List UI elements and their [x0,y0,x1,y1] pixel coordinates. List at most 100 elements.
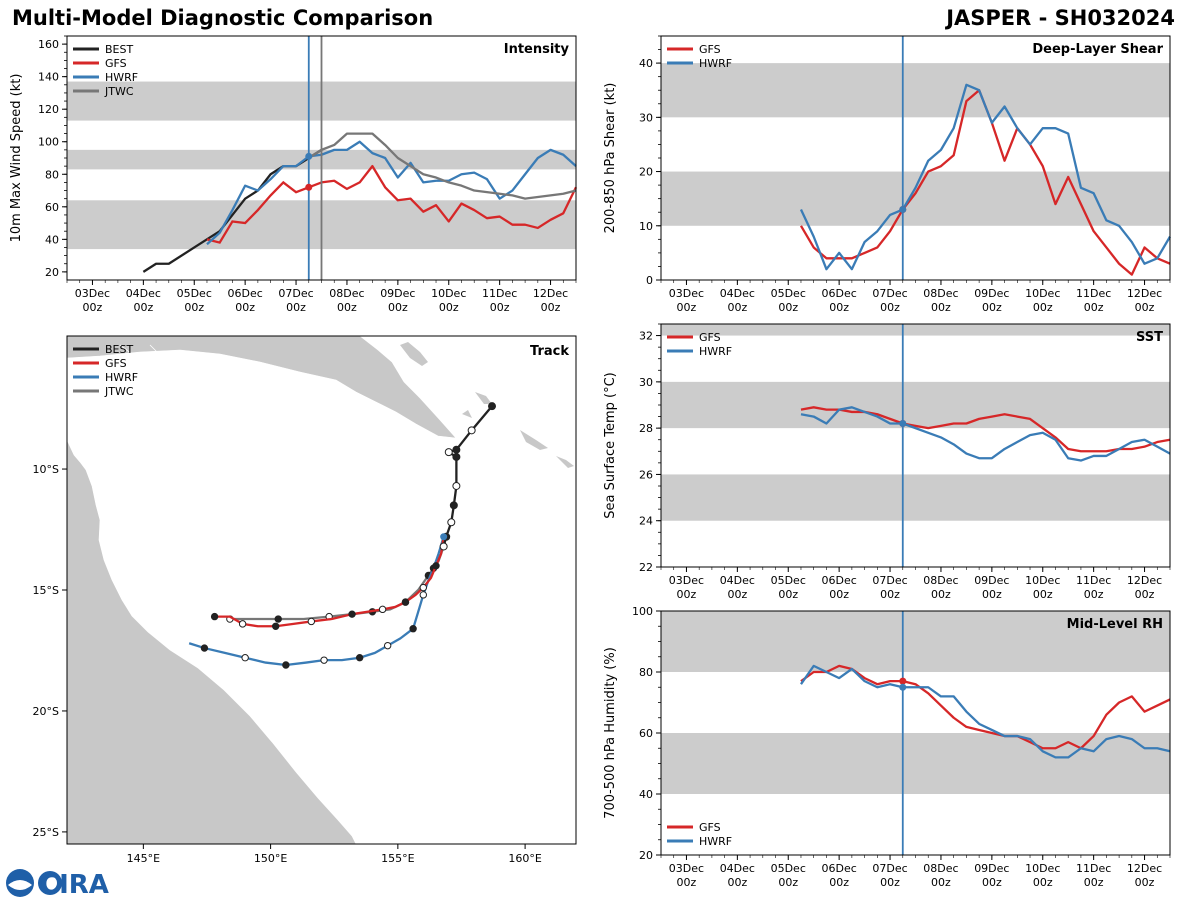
map-land [67,336,574,844]
y-tick-label: 30 [639,376,653,389]
track-point-hwrf [409,625,417,633]
track-point-best [488,402,497,411]
x-tick-label: 00z [337,301,357,314]
x-tick-label: 00z [727,588,747,601]
islands-east [400,342,574,468]
track-point-gfs [401,598,410,606]
y-tick-label: 160 [38,38,59,51]
panel-title: Track [530,344,569,359]
x-tick-label: 00z [677,301,697,314]
y-tick-label: 120 [38,103,59,116]
x-tick-label: 00z [1033,876,1053,889]
x-tick-label: 03Dec [669,574,704,587]
x-tick-label: 07Dec [872,574,907,587]
legend-label-hwrf: HWRF [105,71,138,84]
x-tick-label: 00z [829,876,849,889]
x-tick-label: 05Dec [771,287,806,300]
y-tick-label: 40 [45,233,59,246]
threshold-band [661,171,1170,226]
track-point-gfs [210,612,219,621]
x-tick-label: 09Dec [974,574,1009,587]
x-tick-label: 04Dec [720,287,755,300]
current-marker-hwrf [899,420,907,428]
y-tick-label: 80 [639,666,653,679]
x-tick-label: 00z [677,876,697,889]
series-line-gfs [206,180,310,244]
y-tick-label: 60 [45,201,59,214]
series-line-hwrf [800,664,1171,759]
lat-tick-label: 15°S [33,584,59,597]
x-tick-label: 08Dec [329,287,364,300]
x-tick-label: 08Dec [923,862,958,875]
threshold-band [661,63,1170,118]
track-point-hwrf [241,654,249,662]
track-point-hwrf [355,654,364,662]
x-tick-label: 00z [439,301,459,314]
y-tick-label: 100 [632,605,653,618]
chart-rh: 2040608010003Dec00z04Dec00z05Dec00z06Dec… [603,605,1171,889]
x-tick-label: 00z [982,588,1002,601]
x-tick-label: 00z [880,876,900,889]
plot-frame [660,610,1171,856]
x-tick-label: 00z [133,301,153,314]
track-point-best [449,501,458,510]
legend-label-best: BEST [105,43,133,56]
legend-label-hwrf: HWRF [699,57,732,70]
x-tick-label: 04Dec [720,862,755,875]
lon-tick-label: 160°E [508,852,541,865]
chart-sst: 22242628303203Dec00z04Dec00z05Dec00z06De… [603,323,1171,601]
y-tick-label: 0 [646,274,653,287]
panel-title: SST [1136,330,1163,345]
track-point-gfs [238,620,247,628]
track-point-hwrf [320,656,328,664]
coastline-detail [119,344,311,396]
track-point-gfs [307,617,316,626]
legend-label-gfs: GFS [699,331,721,344]
x-tick-label: 00z [1084,588,1104,601]
x-tick-label: 00z [490,301,510,314]
x-tick-label: 05Dec [771,862,806,875]
lon-tick-label: 145°E [127,852,160,865]
track-point-hwrf [282,661,290,669]
figure-title: Multi-Model Diagnostic Comparison [12,6,434,30]
series-line-gfs [800,664,1171,750]
y-tick-label: 20 [639,166,653,179]
legend-label-best: BEST [105,343,133,356]
track-point-best [452,445,461,454]
lon-tick-label: 150°E [254,852,287,865]
x-tick-label: 00z [778,588,798,601]
threshold-band [661,324,1170,336]
track-point-gfs [271,622,280,630]
y-axis-label: 700-500 hPa Humidity (%) [603,647,618,819]
x-tick-label: 00z [1084,876,1104,889]
track-point-hwrf [419,591,427,599]
panel-title: Mid-Level RH [1067,617,1163,632]
threshold-band [661,474,1170,521]
storm-id: JASPER - SH032024 [946,6,1175,30]
y-tick-label: 24 [639,515,653,528]
x-tick-label: 00z [931,876,951,889]
x-tick-label: 00z [1135,301,1155,314]
series-line-hwrf [800,406,1171,462]
lat-tick-label: 10°S [33,463,59,476]
x-tick-label: 00z [727,301,747,314]
x-tick-label: 08Dec [923,287,958,300]
track-line-gfs [214,536,445,628]
x-tick-label: 10Dec [1025,862,1060,875]
track-point-best [452,481,461,490]
x-tick-label: 05Dec [177,287,212,300]
series-line-hwrf [799,83,1171,271]
x-tick-label: 10Dec [1025,574,1060,587]
x-tick-label: 09Dec [380,287,415,300]
track-line-best [442,405,493,547]
x-tick-label: 00z [83,301,103,314]
current-position-marker [440,533,448,541]
current-marker-gfs [899,677,907,685]
legend-label-gfs: GFS [699,821,721,834]
x-tick-label: 06Dec [822,574,857,587]
current-marker-hwrf [899,683,907,691]
track-point-gfs [432,562,440,570]
x-tick-label: 12Dec [1127,287,1162,300]
y-tick-label: 100 [38,136,59,149]
legend-label-gfs: GFS [699,43,721,56]
